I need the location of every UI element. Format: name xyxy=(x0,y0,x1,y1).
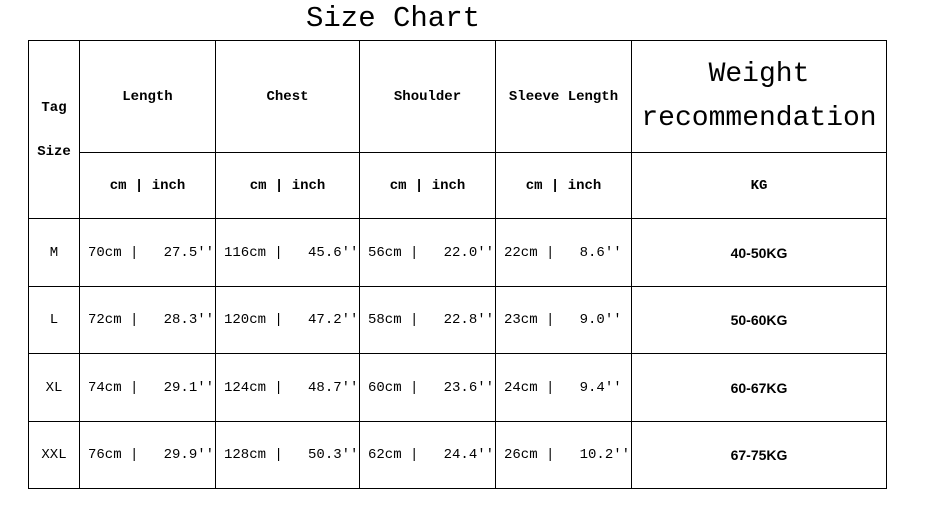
chest-cell: 120cm | 47.2'' xyxy=(215,286,360,354)
unit-row: cm | inch cm | inch cm | inch cm | inch … xyxy=(29,152,887,219)
unit-label: cm | inch xyxy=(495,152,632,219)
size-cell: L xyxy=(28,286,80,354)
weight-cell: 60-67KG xyxy=(631,353,887,422)
weight-label: Weight xyxy=(708,58,810,90)
page-title: Size Chart xyxy=(305,2,481,35)
header-row: Tag Size Length Chest Shoulder Sleeve Le… xyxy=(28,40,887,219)
unit-label: cm | inch xyxy=(79,152,216,219)
table-row: XL 74cm | 29.1'' 124cm | 48.7'' 60cm | 2… xyxy=(28,353,887,422)
size-chart-table: Tag Size Length Chest Shoulder Sleeve Le… xyxy=(28,40,887,489)
shoulder-cell: 62cm | 24.4'' xyxy=(359,421,496,489)
table-row: XXL 76cm | 29.9'' 128cm | 50.3'' 62cm | … xyxy=(28,421,887,489)
weight-cell: 50-60KG xyxy=(631,286,887,354)
sleeve-length-header: Sleeve Length xyxy=(495,40,632,153)
chest-header: Chest xyxy=(215,40,360,153)
table-row: L 72cm | 28.3'' 120cm | 47.2'' 58cm | 22… xyxy=(28,286,887,354)
length-cell: 70cm | 27.5'' xyxy=(79,218,216,287)
recommendation-label: recommendation xyxy=(641,102,877,134)
length-cell: 76cm | 29.9'' xyxy=(79,421,216,489)
sleeve-cell: 22cm | 8.6'' xyxy=(495,218,632,287)
chest-cell: 124cm | 48.7'' xyxy=(215,353,360,422)
length-header: Length xyxy=(79,40,216,153)
tag-size-header: Tag Size xyxy=(28,40,80,219)
table-row: M 70cm | 27.5'' 116cm | 45.6'' 56cm | 22… xyxy=(28,218,887,287)
sleeve-cell: 23cm | 9.0'' xyxy=(495,286,632,354)
size-label: Size xyxy=(37,143,71,160)
chest-cell: 128cm | 50.3'' xyxy=(215,421,360,489)
chest-cell: 116cm | 45.6'' xyxy=(215,218,360,287)
shoulder-header: Shoulder xyxy=(359,40,496,153)
length-cell: 72cm | 28.3'' xyxy=(79,286,216,354)
sleeve-cell: 24cm | 9.4'' xyxy=(495,353,632,422)
tag-label: Tag xyxy=(41,99,67,116)
size-cell: XXL xyxy=(28,421,80,489)
size-cell: XL xyxy=(28,353,80,422)
unit-label: cm | inch xyxy=(215,152,360,219)
shoulder-cell: 58cm | 22.8'' xyxy=(359,286,496,354)
sleeve-cell: 26cm | 10.2'' xyxy=(495,421,632,489)
weight-header: Weight recommendation xyxy=(631,40,887,153)
unit-label: cm | inch xyxy=(359,152,496,219)
size-cell: M xyxy=(28,218,80,287)
weight-cell: 40-50KG xyxy=(631,218,887,287)
shoulder-cell: 60cm | 23.6'' xyxy=(359,353,496,422)
length-cell: 74cm | 29.1'' xyxy=(79,353,216,422)
weight-cell: 67-75KG xyxy=(631,421,887,489)
weight-unit-label: KG xyxy=(631,152,887,219)
shoulder-cell: 56cm | 22.0'' xyxy=(359,218,496,287)
